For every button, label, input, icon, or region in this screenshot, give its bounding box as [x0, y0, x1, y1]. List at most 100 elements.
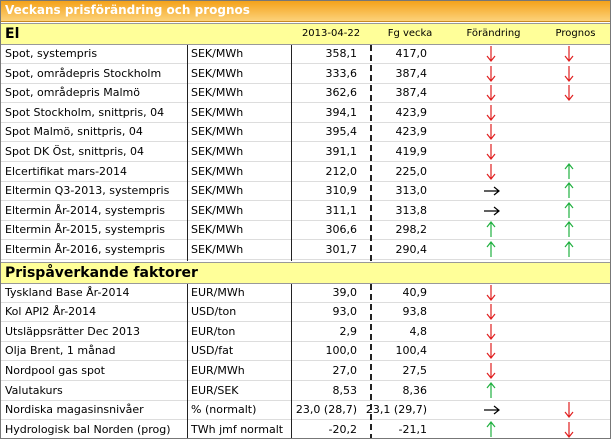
previous-value: 387,4: [395, 66, 428, 80]
row-label: Kol API2 År-2014: [5, 305, 97, 319]
current-value: 39,0: [332, 285, 358, 299]
row-label: Hydrologisk bal Norden (prog): [5, 422, 171, 436]
arrow-right: [484, 186, 500, 196]
current-value: 212,0: [325, 164, 358, 178]
current-value: 27,0: [332, 364, 358, 377]
current-value: 358,1: [325, 47, 358, 60]
table-row: Nordpool gas spot EUR/MWh 27,0 27,5: [1, 361, 610, 381]
arrow-up: [564, 201, 574, 218]
section-header: El 2013-04-22 Fg vecka Förändring Prognos: [1, 23, 610, 45]
previous-value: 27,5: [402, 364, 428, 377]
unit: SEK/MWh: [191, 164, 244, 178]
arrow-down: [486, 144, 496, 160]
unit: SEK/MWh: [191, 86, 244, 100]
row-label: Eltermin År-2016, systempris: [5, 243, 166, 256]
unit: SEK/MWh: [191, 243, 244, 256]
column-header: Fg vecka: [387, 28, 433, 39]
previous-value: 4,8: [409, 324, 428, 338]
current-value: 8,53: [332, 383, 358, 397]
previous-value: 419,9: [395, 145, 428, 158]
unit: SEK/MWh: [191, 184, 244, 198]
column-header: Förändring: [466, 28, 521, 39]
arrow-down: [564, 46, 574, 62]
current-value: 100,0: [325, 344, 358, 358]
unit: SEK/MWh: [191, 203, 244, 217]
previous-value: 313,0: [395, 184, 428, 198]
arrow-down: [486, 363, 496, 379]
table-row: Spot, områdepris Stockholm SEK/MWh 333,6 38…: [1, 64, 610, 84]
previous-value: 93,8: [402, 305, 428, 319]
row-label: Spot, systempris: [5, 47, 98, 60]
unit: USD/fat: [191, 344, 234, 358]
arrow-down: [486, 65, 496, 82]
column-divider: [291, 283, 292, 438]
previous-value: 40,9: [402, 285, 428, 299]
previous-value: 423,9: [395, 105, 428, 119]
row-label: Nordpool gas spot: [5, 364, 105, 377]
arrow-up: [486, 241, 496, 257]
arrow-up: [564, 221, 574, 238]
previous-value: 298,2: [395, 223, 428, 237]
arrow-up: [486, 420, 496, 437]
table-row: Olja Brent, 1 månad USD/fat 100,0 100,4: [1, 341, 610, 362]
table-row: Eltermin År-2015, systempris SEK/MWh 306,6…: [1, 220, 610, 241]
column-divider: [291, 45, 292, 261]
unit: USD/ton: [191, 305, 237, 319]
table-row: Spot DK Öst, snittpris, 04 SEK/MWh 391,1 41…: [1, 142, 610, 162]
section-header: Prispåverkande faktorer: [1, 261, 610, 284]
unit: SEK/MWh: [191, 223, 244, 237]
unit: SEK/MWh: [191, 145, 244, 158]
table-row: Spot, systempris SEK/MWh 358,1 417,0: [1, 44, 610, 64]
row-label: Valutakurs: [5, 383, 63, 397]
column-divider: [187, 45, 188, 261]
table-row: Eltermin Q3-2013, systempris SEK/MWh 310,9…: [1, 181, 610, 202]
unit: TWh jmf normalt: [191, 422, 284, 436]
arrow-down: [486, 85, 496, 102]
arrow-down: [486, 124, 496, 141]
arrow-down: [486, 46, 496, 62]
arrow-down: [564, 421, 574, 438]
table-row: Spot, områdepris Malmö SEK/MWh 362,6 387,4: [1, 83, 610, 104]
column-divider: [187, 283, 188, 438]
arrow-up: [486, 381, 496, 398]
row-label: Tyskland Base År-2014: [5, 285, 130, 299]
current-value: 23,0 (28,7): [295, 403, 357, 417]
arrow-up: [564, 162, 574, 179]
table-row: Hydrologisk bal Norden (prog) TWh jmf nor…: [1, 420, 610, 438]
row-label: Olja Brent, 1 månad: [5, 344, 116, 358]
table-row: Elcertifikat mars-2014 SEK/MWh 212,0 225,0: [1, 162, 610, 182]
arrow-right: [484, 405, 500, 415]
previous-value: 313,8: [395, 203, 428, 217]
previous-value: 225,0: [395, 164, 428, 178]
current-value: 391,1: [325, 145, 358, 158]
arrow-down: [486, 163, 496, 180]
previous-value: 423,9: [395, 125, 428, 139]
current-value: 311,1: [325, 203, 358, 217]
current-value: 394,1: [325, 105, 358, 119]
table-row: Kol API2 År-2014 USD/ton 93,0 93,8: [1, 302, 610, 323]
current-value: 301,7: [325, 243, 358, 256]
unit: SEK/MWh: [191, 66, 244, 80]
row-label: Spot Stockholm, snittpris, 04: [5, 105, 165, 119]
row-label: Spot DK Öst, snittpris, 04: [5, 145, 145, 158]
previous-value: 8,36: [402, 383, 428, 397]
column-header: Prognos: [555, 28, 596, 39]
table-row: Eltermin År-2014, systempris SEK/MWh 311,1…: [1, 201, 610, 221]
previous-value: 290,4: [395, 243, 428, 256]
arrow-right: [484, 206, 500, 216]
arrow-down: [486, 104, 496, 121]
arrow-down: [486, 304, 496, 321]
unit: EUR/SEK: [191, 383, 239, 397]
table-row: Eltermin År-2016, systempris SEK/MWh 301,7…: [1, 240, 610, 260]
row-label: Spot, områdepris Stockholm: [5, 66, 162, 80]
arrow-up: [486, 221, 496, 238]
current-value: -20,2: [328, 422, 357, 436]
title-bar: Veckans prisförändring och prognos: [1, 1, 610, 22]
title: Veckans prisförändring och prognos: [5, 3, 250, 17]
row-label: Spot Malmö, snittpris, 04: [5, 125, 143, 139]
current-value: 310,9: [325, 184, 358, 198]
current-value: 395,4: [325, 125, 358, 139]
unit: EUR/MWh: [191, 364, 245, 377]
row-label: Spot, områdepris Malmö: [5, 86, 140, 100]
